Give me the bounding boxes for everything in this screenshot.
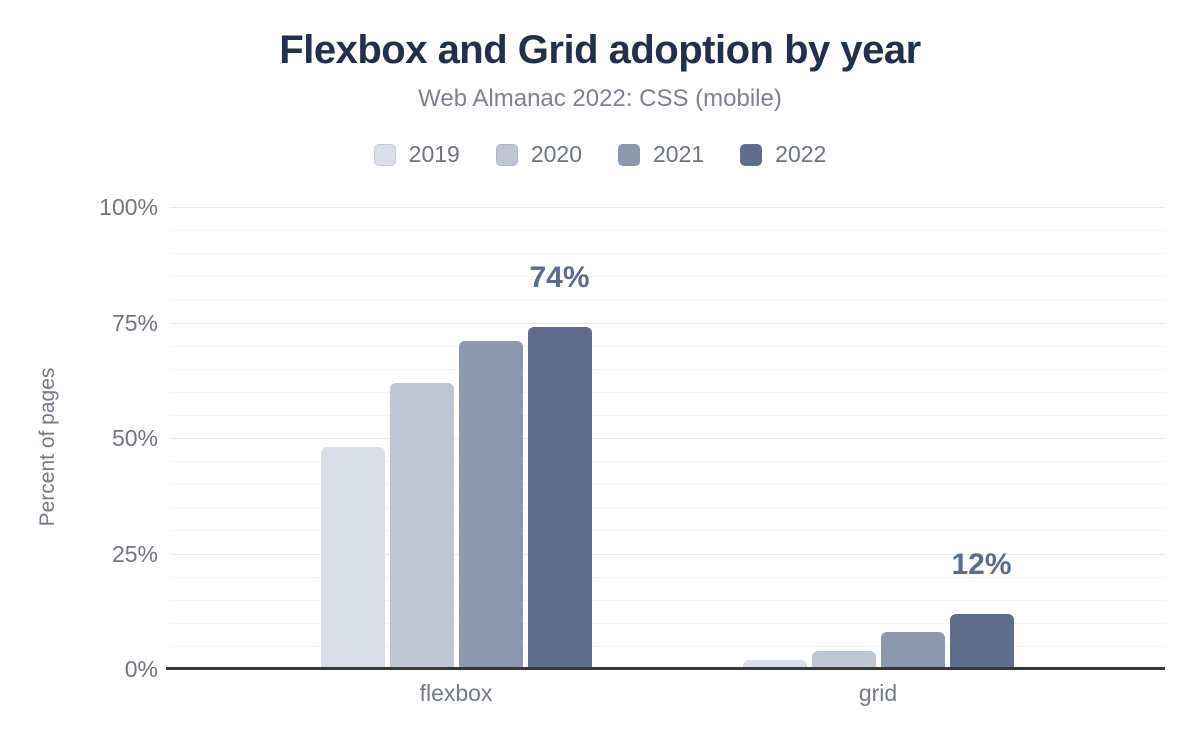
gridline (170, 507, 1165, 509)
legend-label: 2022 (775, 141, 827, 167)
gridline (170, 484, 1165, 486)
gridline (170, 414, 1165, 416)
legend-item-2022: 2022 (740, 141, 826, 168)
gridline (170, 299, 1165, 301)
bar-grid-2022 (949, 613, 1014, 669)
gridline (170, 322, 1165, 324)
bar-grid-2020 (811, 650, 876, 669)
gridline (170, 345, 1165, 347)
x-category-label-grid: grid (858, 680, 898, 706)
bar-flexbox-2020 (389, 382, 454, 669)
gridline (170, 622, 1165, 624)
chart-legend: 2019 2020 2021 2022 (0, 141, 1200, 168)
gridline (170, 438, 1165, 439)
bar-value-label: 12% (951, 547, 1012, 581)
gridline (170, 207, 1165, 208)
legend-swatch-2019 (373, 143, 396, 166)
legend-item-2019: 2019 (373, 141, 460, 168)
legend-item-2021: 2021 (618, 141, 704, 168)
gridline (170, 530, 1165, 532)
x-category-label-flexbox: flexbox (419, 680, 493, 706)
y-tick-label: 100% (99, 194, 158, 220)
x-axis-line (166, 667, 1165, 670)
gridline (170, 276, 1165, 278)
bar-flexbox-2021 (458, 340, 523, 669)
legend-label: 2020 (530, 141, 582, 167)
bar-grid-2021 (880, 632, 945, 669)
chart-subtitle: Web Almanac 2022: CSS (mobile) (418, 85, 782, 112)
bar-value-label: 74% (529, 261, 590, 295)
gridline (170, 576, 1165, 578)
gridline (170, 391, 1165, 393)
gridline (170, 599, 1165, 601)
gridline (170, 461, 1165, 463)
legend-item-2020: 2020 (495, 141, 582, 168)
bar-flexbox-2019 (320, 447, 385, 669)
y-tick-label: 25% (111, 540, 158, 567)
chart-title: Flexbox and Grid adoption by year (279, 28, 921, 72)
y-tick-label: 50% (111, 425, 158, 451)
gridline (170, 645, 1165, 647)
legend-swatch-2020 (495, 143, 518, 166)
y-tick-label: 0% (124, 656, 158, 682)
legend-label: 2019 (408, 141, 460, 167)
y-tick-label: 75% (111, 309, 158, 336)
gridline (170, 553, 1165, 555)
bar-grid-2019 (742, 659, 807, 669)
legend-swatch-2021 (618, 143, 640, 166)
plot-area (170, 207, 1165, 669)
gridline (170, 230, 1165, 232)
gridline (170, 368, 1165, 370)
legend-label: 2021 (653, 141, 705, 167)
legend-swatch-2022 (740, 143, 763, 166)
gridline (170, 253, 1165, 255)
bar-flexbox-2022 (527, 327, 592, 669)
